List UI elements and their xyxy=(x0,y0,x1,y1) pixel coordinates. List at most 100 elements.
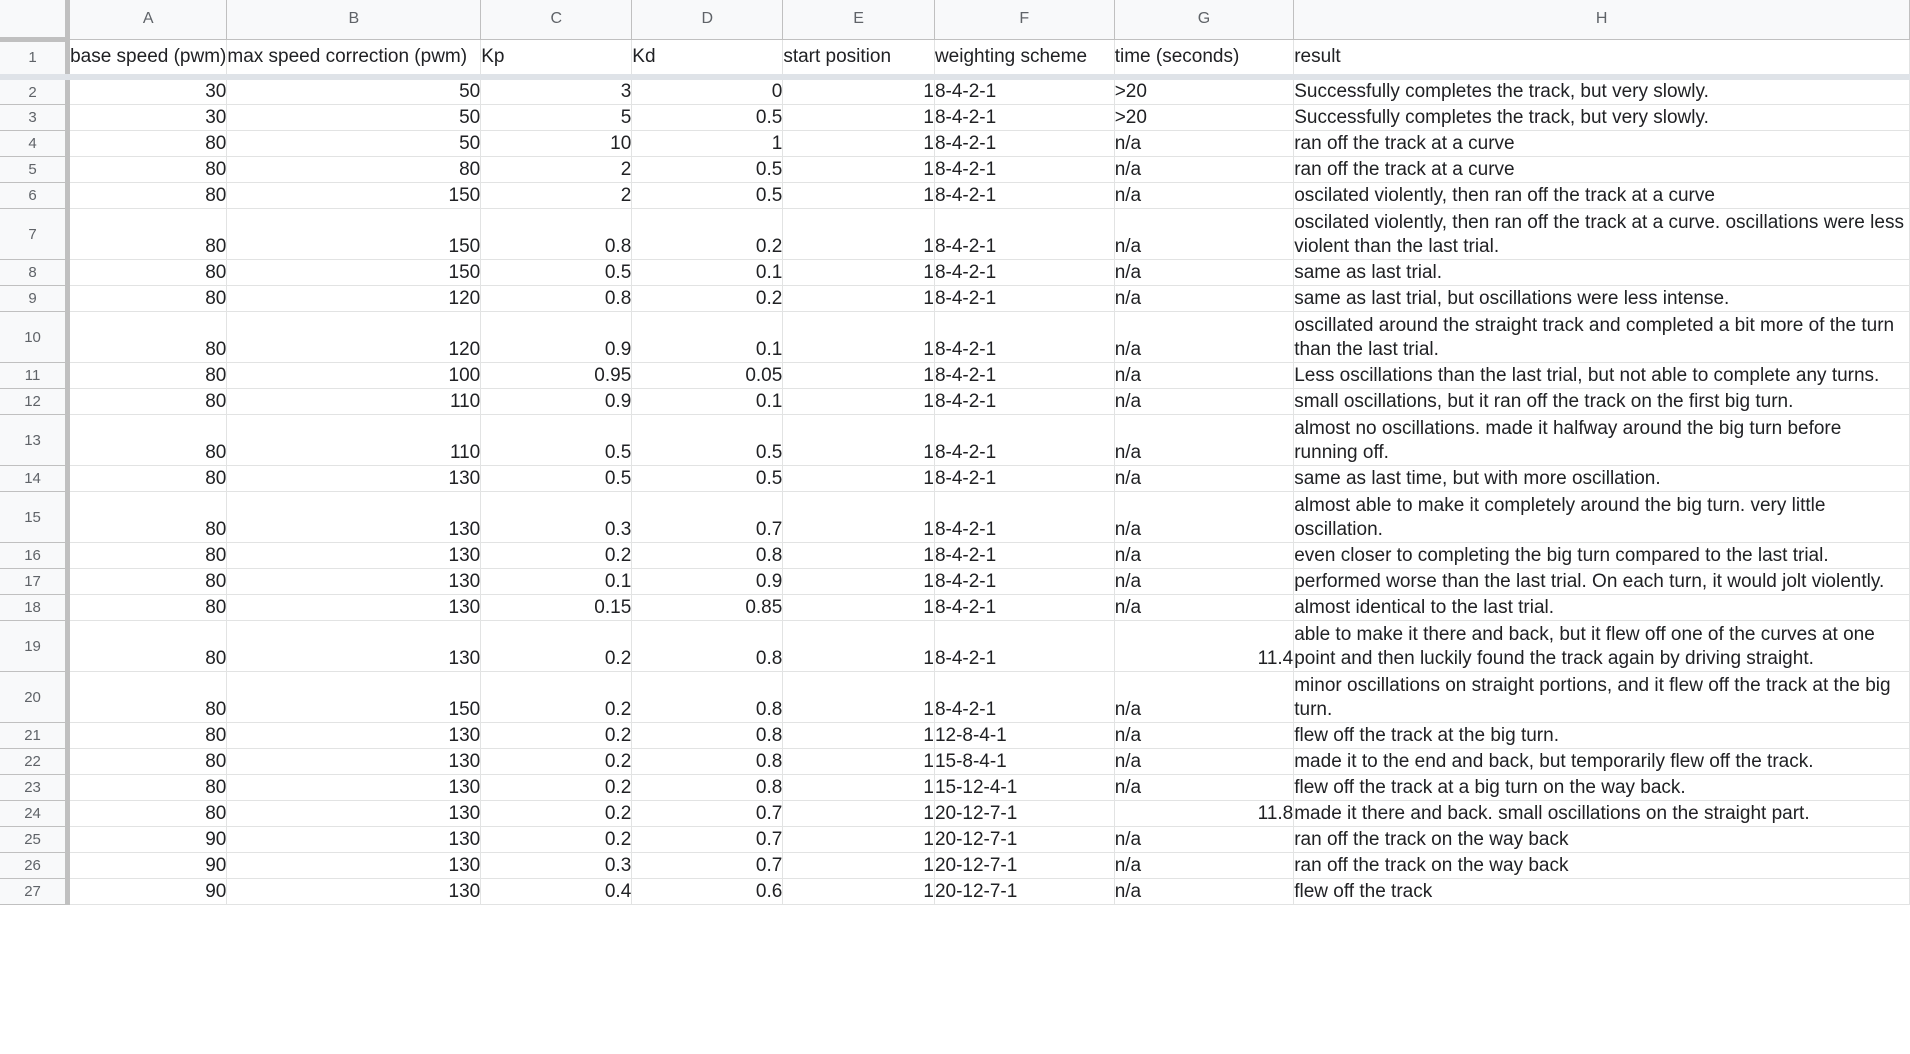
cell-d[interactable]: 0.1 xyxy=(631,311,784,363)
cell-b[interactable]: 120 xyxy=(226,311,482,363)
cell-c[interactable]: 0.2 xyxy=(480,800,633,827)
cell-h[interactable]: ran off the track on the way back xyxy=(1293,852,1910,879)
cell-d[interactable]: 0.2 xyxy=(631,208,784,260)
cell-b[interactable]: 130 xyxy=(226,852,482,879)
cell-d[interactable]: 0.5 xyxy=(631,156,784,183)
cell-c[interactable]: 5 xyxy=(480,104,633,131)
cell-c[interactable]: 0.3 xyxy=(480,491,633,543)
cell-e[interactable]: 1 xyxy=(782,311,935,363)
cell-f[interactable]: 12-8-4-1 xyxy=(934,722,1115,749)
cell-e[interactable]: 1 xyxy=(782,362,935,389)
cell-g[interactable]: >20 xyxy=(1114,77,1295,105)
row-number[interactable]: 18 xyxy=(0,594,71,621)
cell-f[interactable]: 20-12-7-1 xyxy=(934,826,1115,853)
cell-d[interactable]: 0.5 xyxy=(631,104,784,131)
cell-e[interactable]: 1 xyxy=(782,878,935,905)
cell-a[interactable]: 80 xyxy=(67,465,228,492)
cell-h[interactable]: ran off the track on the way back xyxy=(1293,826,1910,853)
cell-h[interactable]: oscilated violently, then ran off the tr… xyxy=(1293,208,1910,260)
row-number[interactable]: 5 xyxy=(0,156,71,183)
row-number[interactable]: 2 xyxy=(0,77,71,105)
column-header-h[interactable]: H xyxy=(1293,0,1910,40)
cell-a[interactable]: 80 xyxy=(67,311,228,363)
column-header-e[interactable]: E xyxy=(782,0,935,40)
cell-d[interactable]: 0.6 xyxy=(631,878,784,905)
cell-c[interactable]: 0.2 xyxy=(480,774,633,801)
cell-g[interactable]: n/a xyxy=(1114,852,1295,879)
row-number[interactable]: 8 xyxy=(0,259,71,286)
cell-g[interactable]: 11.4 xyxy=(1114,620,1295,672)
cell-f[interactable]: 8-4-2-1 xyxy=(934,594,1115,621)
cell-c[interactable]: 10 xyxy=(480,130,633,157)
cell-e[interactable]: 1 xyxy=(782,388,935,415)
cell-e[interactable]: 1 xyxy=(782,465,935,492)
cell-f[interactable]: 8-4-2-1 xyxy=(934,465,1115,492)
column-header-c[interactable]: C xyxy=(480,0,633,40)
cell-e[interactable]: 1 xyxy=(782,852,935,879)
cell-f[interactable]: 8-4-2-1 xyxy=(934,568,1115,595)
cell-b[interactable]: 130 xyxy=(226,465,482,492)
cell-f[interactable]: 8-4-2-1 xyxy=(934,491,1115,543)
cell-g[interactable]: n/a xyxy=(1114,130,1295,157)
cell-d[interactable]: 0.5 xyxy=(631,182,784,209)
cell-b[interactable]: 150 xyxy=(226,259,482,286)
cell-c[interactable]: 0.5 xyxy=(480,465,633,492)
header-cell-h[interactable]: result xyxy=(1293,39,1910,80)
cell-c[interactable]: 0.95 xyxy=(480,362,633,389)
cell-c[interactable]: 2 xyxy=(480,182,633,209)
cell-h[interactable]: flew off the track at the big turn. xyxy=(1293,722,1910,749)
cell-d[interactable]: 0.8 xyxy=(631,542,784,569)
cell-h[interactable]: oscillated around the straight track and… xyxy=(1293,311,1910,363)
cell-c[interactable]: 0.15 xyxy=(480,594,633,621)
header-cell-d[interactable]: Kd xyxy=(631,39,784,80)
cell-e[interactable]: 1 xyxy=(782,542,935,569)
row-number[interactable]: 20 xyxy=(0,671,71,723)
cell-h[interactable]: minor oscillations on straight portions,… xyxy=(1293,671,1910,723)
cell-g[interactable]: n/a xyxy=(1114,542,1295,569)
cell-e[interactable]: 1 xyxy=(782,568,935,595)
cell-d[interactable]: 0.5 xyxy=(631,414,784,466)
cell-h[interactable]: Successfully completes the track, but ve… xyxy=(1293,104,1910,131)
cell-b[interactable]: 110 xyxy=(226,388,482,415)
column-header-b[interactable]: B xyxy=(226,0,482,40)
header-cell-a[interactable]: base speed (pwm) xyxy=(67,39,228,80)
cell-b[interactable]: 110 xyxy=(226,414,482,466)
cell-c[interactable]: 0.8 xyxy=(480,208,633,260)
cell-a[interactable]: 80 xyxy=(67,156,228,183)
cell-e[interactable]: 1 xyxy=(782,130,935,157)
cell-d[interactable]: 0.2 xyxy=(631,285,784,312)
cell-f[interactable]: 8-4-2-1 xyxy=(934,671,1115,723)
cell-h[interactable]: able to make it there and back, but it f… xyxy=(1293,620,1910,672)
cell-c[interactable]: 0.8 xyxy=(480,285,633,312)
cell-a[interactable]: 80 xyxy=(67,774,228,801)
cell-h[interactable]: same as last trial, but oscillations wer… xyxy=(1293,285,1910,312)
cell-e[interactable]: 1 xyxy=(782,182,935,209)
cell-g[interactable]: n/a xyxy=(1114,414,1295,466)
cell-h[interactable]: ran off the track at a curve xyxy=(1293,156,1910,183)
cell-d[interactable]: 0.1 xyxy=(631,259,784,286)
cell-b[interactable]: 150 xyxy=(226,208,482,260)
cell-c[interactable]: 0.5 xyxy=(480,414,633,466)
cell-h[interactable]: almost no oscillations. made it halfway … xyxy=(1293,414,1910,466)
cell-b[interactable]: 120 xyxy=(226,285,482,312)
cell-c[interactable]: 2 xyxy=(480,156,633,183)
cell-g[interactable]: n/a xyxy=(1114,748,1295,775)
cell-b[interactable]: 80 xyxy=(226,156,482,183)
row-number[interactable]: 24 xyxy=(0,800,71,827)
cell-f[interactable]: 8-4-2-1 xyxy=(934,104,1115,131)
cell-c[interactable]: 3 xyxy=(480,77,633,105)
cell-f[interactable]: 8-4-2-1 xyxy=(934,259,1115,286)
cell-a[interactable]: 80 xyxy=(67,671,228,723)
cell-f[interactable]: 20-12-7-1 xyxy=(934,852,1115,879)
cell-c[interactable]: 0.9 xyxy=(480,388,633,415)
cell-a[interactable]: 80 xyxy=(67,362,228,389)
cell-h[interactable]: performed worse than the last trial. On … xyxy=(1293,568,1910,595)
cell-a[interactable]: 80 xyxy=(67,491,228,543)
cell-h[interactable]: made it to the end and back, but tempora… xyxy=(1293,748,1910,775)
cell-f[interactable]: 20-12-7-1 xyxy=(934,878,1115,905)
cell-h[interactable]: made it there and back. small oscillatio… xyxy=(1293,800,1910,827)
cell-a[interactable]: 30 xyxy=(67,77,228,105)
header-cell-g[interactable]: time (seconds) xyxy=(1114,39,1295,80)
cell-a[interactable]: 90 xyxy=(67,826,228,853)
cell-b[interactable]: 130 xyxy=(226,774,482,801)
